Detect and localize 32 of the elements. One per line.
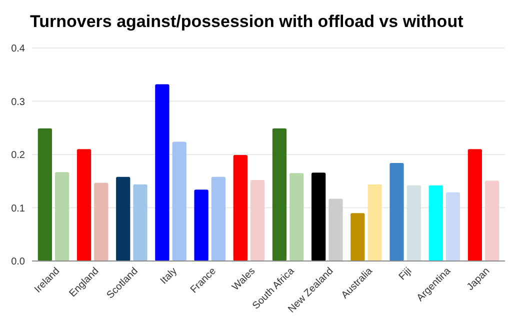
bar <box>446 192 460 261</box>
y-tick-label: 0.2 <box>11 150 26 161</box>
bar <box>133 184 148 261</box>
bar <box>116 176 130 261</box>
bar <box>312 172 326 261</box>
chart-title: Turnovers against/possession with offload vs without <box>30 12 464 31</box>
y-tick-label: 0.4 <box>11 44 26 54</box>
bar <box>428 185 443 261</box>
bar <box>368 184 382 261</box>
bar <box>233 155 248 261</box>
bar <box>272 128 287 261</box>
bar <box>211 176 226 261</box>
y-tick-label: 0.1 <box>11 203 26 214</box>
bar <box>38 128 52 261</box>
y-tick-label: 0.0 <box>11 256 26 268</box>
y-tick-label: 0.3 <box>11 96 26 108</box>
x-tick-label: Fiji <box>397 266 414 283</box>
bar <box>390 163 404 261</box>
bar <box>468 149 482 261</box>
bar <box>350 213 365 261</box>
bar <box>290 173 304 261</box>
bar <box>94 182 108 261</box>
bar <box>328 198 343 261</box>
bar <box>55 172 70 261</box>
bar <box>250 180 265 261</box>
bar <box>485 180 500 261</box>
bar <box>76 149 92 261</box>
x-tick-label: Italy <box>158 266 180 287</box>
bar <box>194 190 208 261</box>
bar <box>406 185 421 261</box>
bar <box>155 84 170 261</box>
bar <box>172 142 186 261</box>
